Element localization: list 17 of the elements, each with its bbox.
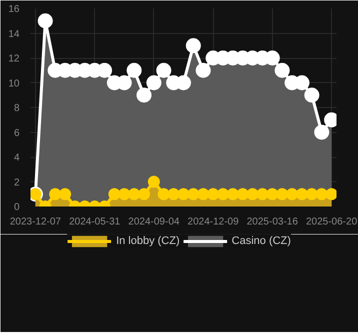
y-tick-label: 4 [14,152,20,164]
x-tick-label: 2023-12-07 [10,216,62,228]
y-tick-label: 10 [8,78,20,90]
y-tick-label: 8 [14,103,20,114]
x-tick-label: 2024-12-09 [188,216,240,228]
x-tick-label: 2025-03-16 [246,216,298,228]
y-tick-label: 16 [8,4,20,15]
legend-label: In lobby (CZ) [116,235,180,247]
legend-label: Casino (CZ) [232,235,291,247]
x-tick-label: 2024-05-31 [69,216,121,228]
y-tick-label: 0 [14,202,20,213]
y-tick-label: 12 [8,54,20,64]
y-tick-label: 2 [14,177,20,188]
y-tick-label: 14 [8,28,20,40]
y-tick-label: 6 [14,128,20,139]
x-tick-label: 2024-09-04 [128,216,180,228]
x-tick-label: 2025-06-20 [306,216,358,228]
